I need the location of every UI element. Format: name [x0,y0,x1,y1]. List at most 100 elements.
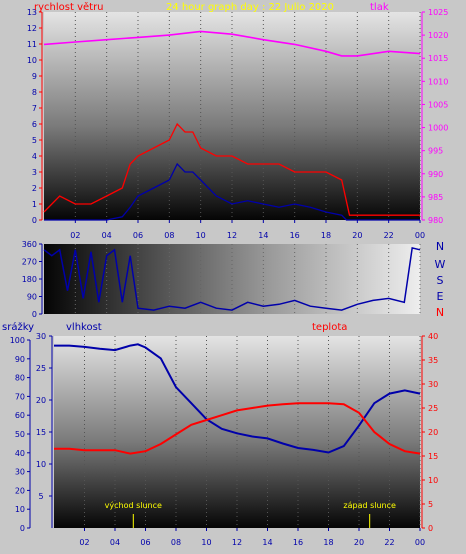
panel1-x-tick-label: 04 [102,231,112,240]
panel1-right-tick-label: 1025 [428,8,448,17]
compass-label-n-bottom: N [436,306,444,319]
series-line-direction [43,246,421,311]
panel1-left-tick-label: 2 [32,184,37,193]
temperature-tick-label: 20 [428,428,438,437]
rain-tick-label: 40 [15,449,25,458]
panel2-series [43,246,421,311]
panel1-left-tick-label: 10 [27,56,37,65]
panel3-x-ticks: 02 04 06 08 10 12 14 16 18 20 22 00 [79,528,425,547]
panel1-left-tick-label: 8 [32,88,37,97]
panel1-right-tick-label: 990 [428,170,443,179]
rain-tick-label: 90 [15,355,25,364]
temperature-tick-label: 35 [428,356,438,365]
panel3-grid [84,336,421,528]
panel1-x-ticks: 02 04 06 08 10 12 14 16 18 20 22 00 [70,220,425,240]
panel2-tick-label: 0 [32,310,37,319]
panel3-x-tick-label: 00 [415,538,425,547]
panel3-x-tick-label: 12 [232,538,242,547]
humidity-tick-label: 15 [36,428,46,437]
panel1-x-tick-label: 22 [384,231,394,240]
panel1-x-tick-label: 06 [133,231,143,240]
panel1-left-tick-label: 0 [32,216,37,225]
panel1-right-tick-label: 1015 [428,54,448,63]
series-line-pressure [43,30,421,57]
wind-speed-axis-title: rychlost větru [34,1,104,13]
panel1-right-tick-label: 1005 [428,100,448,109]
panel3-x-tick-label: 22 [384,538,394,547]
series-line-humidity [54,343,421,454]
compass-labels: N W S E N [435,240,446,319]
rain-tick-label: 100 [10,336,25,345]
wind-direction-chart: 0 90 180 270 360 N W S E N [22,240,446,319]
series-line-wind [44,162,420,221]
panel1-right-tick-label: 1020 [428,31,448,40]
panel1-left-tick-label: 11 [27,40,37,49]
sunset-marker-label: západ slunce [343,501,396,510]
panel3-x-tick-label: 10 [201,538,211,547]
panel1-right-tick-label: 1010 [428,77,448,86]
panel3-x-tick-label: 18 [323,538,333,547]
temperature-tick-label: 15 [428,452,438,461]
panel2-tick-label: 180 [22,275,37,284]
panel1-left-tick-label: 1 [32,200,37,209]
panel3-x-tick-label: 16 [293,538,303,547]
panel1-left-tick-label: 12 [27,24,37,33]
sunrise-marker-label: východ slunce [105,501,162,510]
compass-label-w: W [435,258,446,271]
humidity-tick-label: 5 [38,492,43,501]
panel1-series [43,30,421,221]
panel1-right-tick-label: 985 [428,193,443,202]
rain-axis-title: srážky [2,321,34,333]
humidity-tick-label: 25 [36,364,46,373]
series-line-temperature [54,402,421,455]
humidity-tick-label: 20 [36,396,46,405]
panel3-temperature-ticks: 0 5 10 15 20 25 30 35 40 [421,332,438,533]
panel3-x-tick-label: 02 [79,538,89,547]
panel3-x-tick-label: 08 [171,538,181,547]
rain-tick-label: 70 [15,392,25,401]
panel1-right-tick-label: 995 [428,147,443,156]
rain-tick-label: 50 [15,430,25,439]
panel3-x-tick-label: 04 [110,538,120,547]
panel1-left-tick-label: 5 [32,136,37,145]
rain-tick-label: 20 [15,486,25,495]
rain-tick-label: 10 [15,505,25,514]
panel2-tick-label: 90 [27,293,37,302]
humidity-temperature-chart: 0 10 20 30 40 50 60 70 80 90 100 5 10 15 20 25 30 0 5 10 1… [2,321,438,547]
panel3-x-tick-label: 06 [140,538,150,547]
panel1-right-tick-label: 980 [428,216,443,225]
rain-tick-label: 80 [15,374,25,383]
panel1-left-tick-label: 9 [32,72,37,81]
panel3-series [54,343,421,455]
rain-tick-label: 60 [15,411,25,420]
humidity-axis-title: vlhkost [66,322,102,333]
humidity-tick-label: 10 [36,460,46,469]
panel1-x-tick-label: 02 [70,231,80,240]
panel1-grid [74,12,421,220]
panel1-x-tick-label: 16 [290,231,300,240]
panel2-tick-label: 270 [22,258,37,267]
chart-title: 24 hour graph day : 22 Julio 2020 [166,2,334,13]
humidity-tick-label: 30 [36,332,46,341]
compass-label-n-top: N [436,240,444,253]
sun-markers: východ slunce západ slunce [105,501,396,528]
compass-label-s: S [437,274,444,287]
panel1-left-tick-label: 7 [32,104,37,113]
temperature-tick-label: 30 [428,380,438,389]
panel1-x-tick-label: 10 [196,231,206,240]
panel3-x-tick-label: 20 [354,538,364,547]
pressure-axis-title: tlak [370,2,389,13]
panel1-left-tick-label: 13 [27,8,37,17]
panel1-x-tick-label: 12 [227,231,237,240]
panel1-x-tick-label: 18 [321,231,331,240]
temperature-tick-label: 5 [428,500,433,509]
panel1-x-tick-label: 08 [164,231,174,240]
temperature-axis-title: teplota [312,322,347,333]
temperature-tick-label: 25 [428,404,438,413]
panel1-x-tick-label: 20 [352,231,362,240]
rain-tick-label: 0 [20,524,25,533]
temperature-tick-label: 40 [428,332,438,341]
compass-label-e: E [437,290,444,303]
